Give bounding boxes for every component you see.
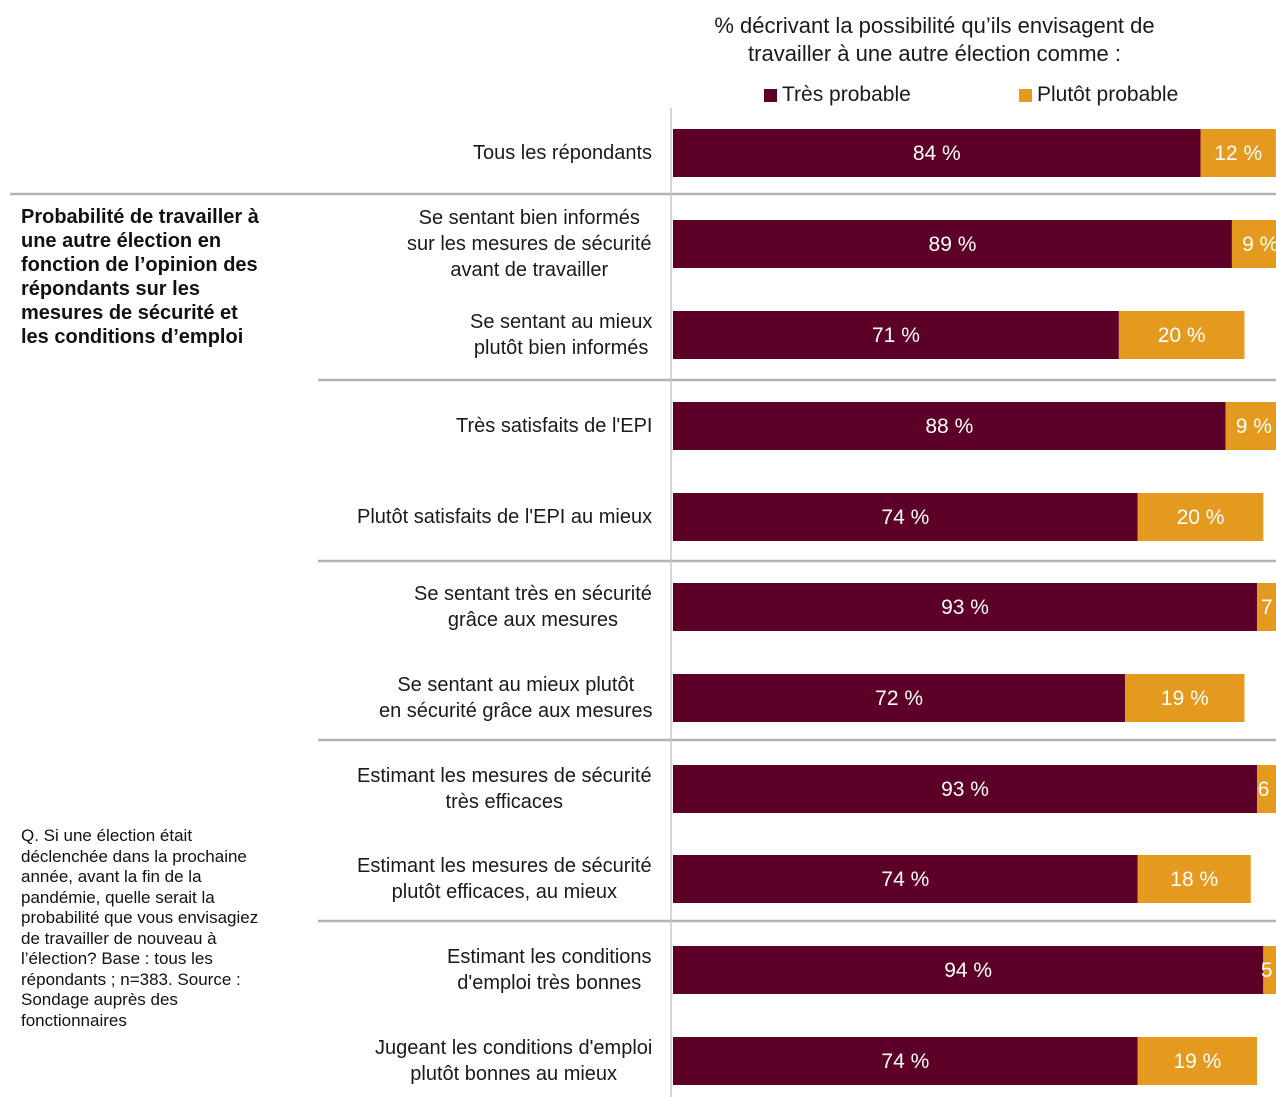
category-label-line: Se sentant bien informés [418,207,640,229]
legend-label-plutot-probable: Plutôt probable [1037,83,1179,106]
bar-plutot-probable [1231,220,1276,268]
data-label-plutot-probable: 9 % [1242,233,1276,256]
data-label-tres-probable: 93 % [941,778,989,801]
bar-tres-probable [673,855,1138,903]
category-label-line: Tous les répondants [473,142,653,164]
category-label: Estimant les conditions d'emploi très bon… [447,944,652,996]
category-label-line: sur les mesures de sécurité [407,233,652,255]
bar-tres-probable [673,311,1119,359]
category-label-line: plutôt bien informés [473,337,649,359]
data-label-plutot-probable: 9 % [1236,415,1272,438]
category-label: Estimant les mesures de sécurité très eff… [357,763,652,815]
data-label-plutot-probable: 19 % [1173,1050,1221,1073]
category-label: Se sentant très en sécurité grâce aux mes… [414,581,652,633]
category-label-line: Plutôt satisfaits de l'EPI au mieux [357,506,653,528]
category-label-line: Se sentant très en sécurité [414,583,652,605]
survey-note: Q. Si une élection était déclenchée dans… [21,826,259,1030]
bar-plutot-probable [1225,402,1276,450]
data-label-plutot-probable: 7 % [1261,596,1276,619]
bar-tres-probable [673,946,1264,994]
category-label: Plutôt satisfaits de l'EPI au mieux [357,504,652,530]
bar-tres-probable [673,129,1201,177]
side-title: Probabilité de travailler à une autre él… [21,206,259,348]
legend-item-tres-probable: Très probable [764,81,911,109]
category-label: Très satisfaits de l'EPI [456,413,652,439]
category-label-line: Très satisfaits de l'EPI [456,415,653,437]
category-label-line: d'emploi très bonnes [457,972,642,994]
data-label-tres-probable: 72 % [875,687,923,710]
category-label: Estimant les mesures de sécurité plutôt e… [357,853,652,905]
category-label-line: très efficaces [445,791,564,813]
bar-plutot-probable [1125,674,1245,722]
legend: Très probable Plutôt probable [0,81,1276,109]
data-label-plutot-probable: 19 % [1161,687,1209,710]
data-label-tres-probable: 74 % [881,506,929,529]
category-label-line: en sécurité grâce aux mesures [379,700,653,722]
data-label-plutot-probable: 18 % [1170,868,1218,891]
data-label-tres-probable: 89 % [929,233,977,256]
data-label-tres-probable: 71 % [872,324,920,347]
data-label-plutot-probable: 12 % [1214,142,1262,165]
bar-tres-probable [673,765,1258,813]
data-label-tres-probable: 94 % [944,959,992,982]
category-label-line: Se sentant au mieux plutôt [397,674,635,696]
bar-tres-probable [673,493,1138,541]
bar-tres-probable [673,402,1226,450]
category-label-line: Estimant les mesures de sécurité [357,855,652,877]
bar-plutot-probable [1263,946,1276,994]
bar-plutot-probable [1137,1037,1258,1085]
bar-plutot-probable [1257,765,1276,813]
bar-plutot-probable [1137,493,1264,541]
data-label-tres-probable: 84 % [913,142,961,165]
data-label-plutot-probable: 5 % [1261,959,1276,982]
data-label-tres-probable: 74 % [881,868,929,891]
bar-tres-probable [673,674,1126,722]
data-label-plutot-probable: 6 % [1258,778,1276,801]
bar-plutot-probable [1257,583,1276,631]
bar-plutot-probable [1118,311,1245,359]
bar-tres-probable [673,1037,1138,1085]
legend-item-plutot-probable: Plutôt probable [1019,81,1178,109]
category-label-line: plutôt efficaces, au mieux [391,881,617,903]
legend-swatch-tres-probable [764,88,777,102]
bar-tres-probable [673,220,1232,268]
bar-plutot-probable [1200,129,1276,177]
category-label-line: plutôt bonnes au mieux [410,1063,618,1085]
category-label-line: Estimant les mesures de sécurité [357,765,652,787]
data-label-tres-probable: 74 % [881,1050,929,1073]
legend-label-tres-probable: Très probable [782,83,911,106]
category-label: Se sentant au mieux plutôt en sécurité gr… [379,672,652,724]
category-label: Tous les répondants [473,140,652,166]
data-label-plutot-probable: 20 % [1158,324,1206,347]
category-label-line: Jugeant les conditions d'emploi [375,1037,653,1059]
chart-title: % décrivant la possibilité qu’ils envisa… [714,13,1155,66]
data-label-plutot-probable: 20 % [1177,506,1225,529]
category-label-line: Se sentant au mieux [470,311,653,333]
category-label: Se sentant bien informés sur les mesures … [407,205,652,283]
bar-plutot-probable [1137,855,1251,903]
bar-tres-probable [673,583,1258,631]
category-label: Jugeant les conditions d'emploi plutôt bo… [375,1035,652,1087]
category-label: Se sentant au mieux plutôt bien informés [470,309,652,361]
data-label-tres-probable: 93 % [941,596,989,619]
category-label-line: grâce aux mesures [447,609,618,631]
data-label-tres-probable: 88 % [925,415,973,438]
category-label-line: avant de travailler [450,259,609,281]
category-label-line: Estimant les conditions [447,946,652,968]
legend-swatch-plutot-probable [1019,88,1032,102]
